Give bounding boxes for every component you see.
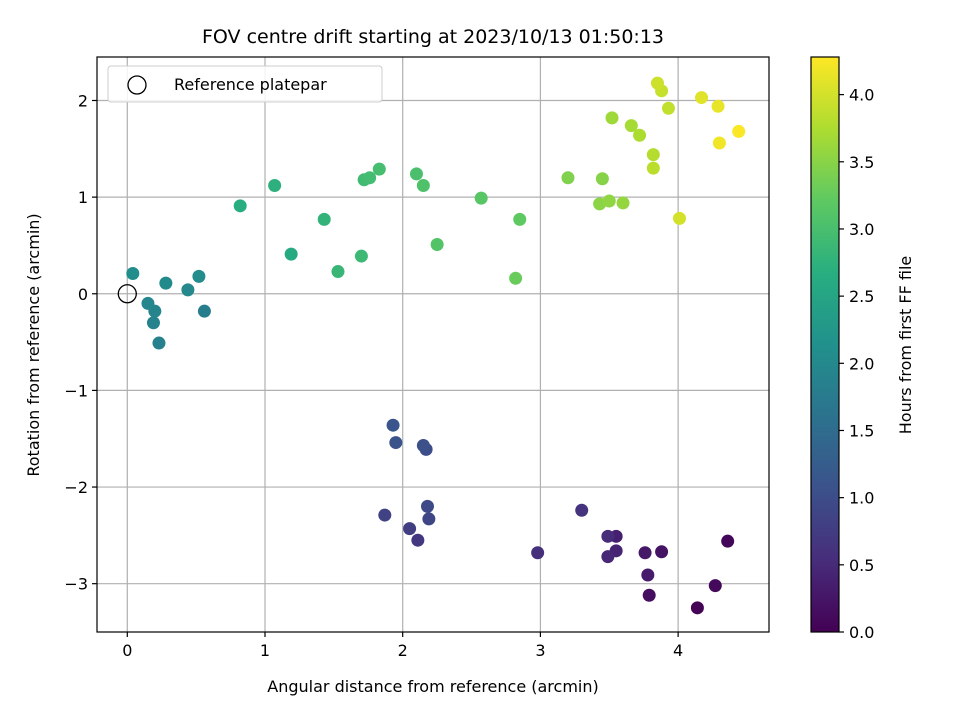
data-point	[616, 196, 630, 210]
data-point	[284, 247, 298, 261]
data-point	[601, 529, 615, 543]
y-tick-label: 0	[78, 285, 88, 304]
data-point	[181, 283, 195, 297]
data-point	[646, 161, 660, 175]
colorbar-frame	[810, 56, 840, 633]
data-point	[372, 162, 386, 176]
data-point	[422, 512, 436, 526]
colorbar-tick-label: 3.0	[849, 220, 874, 239]
data-point	[354, 249, 368, 263]
data-point	[646, 148, 660, 162]
colorbar-ticks: 0.0 0.5 1.0 1.5 2.0 2.5 3.0 3.5 4.0	[839, 86, 874, 642]
grid-lines	[97, 57, 769, 632]
data-point	[386, 418, 400, 432]
y-tick-label: −2	[64, 478, 88, 497]
y-axis-label: Rotation from reference (arcmin)	[24, 213, 43, 476]
data-point	[690, 601, 704, 615]
data-point	[624, 119, 638, 133]
data-point	[711, 99, 725, 113]
data-point	[732, 124, 746, 138]
colorbar-tick-label: 1.5	[849, 421, 874, 440]
colorbar-tick-label: 3.5	[849, 153, 874, 172]
y-axis-ticks: −3 −2 −1 0 1 2	[64, 91, 97, 594]
colorbar-gradient	[811, 57, 839, 632]
data-point	[712, 136, 726, 150]
data-point	[126, 266, 140, 280]
colorbar-tick-label: 0.5	[849, 556, 874, 575]
data-point	[602, 194, 616, 208]
colorbar: 0.0 0.5 1.0 1.5 2.0 2.5 3.0 3.5 4.0 Hours from f…	[810, 56, 915, 642]
data-point	[661, 101, 675, 115]
x-tick-label: 4	[673, 641, 683, 660]
colorbar-tick-label: 0.0	[849, 623, 874, 642]
colorbar-tick-label: 2.5	[849, 287, 874, 306]
x-tick-label: 2	[398, 641, 408, 660]
data-point	[513, 212, 527, 226]
colorbar-label: Hours from first FF file	[896, 256, 915, 435]
data-point	[317, 212, 331, 226]
colorbar-tick-label: 1.0	[849, 489, 874, 508]
x-tick-label: 0	[122, 641, 132, 660]
data-point	[268, 179, 282, 193]
data-point	[416, 179, 430, 193]
data-point	[416, 438, 430, 452]
legend-label-reference: Reference platepar	[174, 75, 327, 94]
data-point	[605, 111, 619, 125]
data-point	[642, 588, 656, 602]
legend-marker-reference	[127, 75, 147, 95]
data-points	[117, 76, 746, 615]
y-tick-label: −1	[64, 381, 88, 400]
data-point	[192, 269, 206, 283]
y-tick-label: −3	[64, 575, 88, 594]
data-point	[638, 546, 652, 560]
y-tick-label: 1	[78, 188, 88, 207]
data-point	[641, 568, 655, 582]
data-point	[409, 167, 423, 181]
colorbar-tick-label: 4.0	[849, 86, 874, 105]
data-point	[474, 191, 488, 205]
data-point	[389, 436, 403, 450]
data-point	[363, 171, 377, 185]
data-point	[655, 545, 669, 559]
x-axis-ticks: 0 1 2 3 4	[122, 632, 683, 660]
data-point	[650, 76, 664, 90]
y-tick-label: 2	[78, 91, 88, 110]
data-point	[708, 579, 722, 593]
data-point	[159, 276, 173, 290]
data-point	[331, 265, 345, 279]
data-point	[595, 172, 609, 186]
data-point	[152, 336, 166, 350]
data-point	[411, 533, 425, 547]
data-point	[672, 211, 686, 225]
data-point	[531, 546, 545, 560]
data-point	[575, 503, 589, 517]
data-point	[146, 316, 160, 330]
x-axis-label: Angular distance from reference (arcmin)	[267, 677, 598, 696]
data-point	[430, 237, 444, 251]
data-point	[378, 508, 392, 522]
data-point	[197, 304, 211, 318]
x-tick-label: 3	[535, 641, 545, 660]
x-tick-label: 1	[260, 641, 270, 660]
chart-title: FOV centre drift starting at 2023/10/13 …	[202, 26, 664, 48]
data-point	[633, 128, 647, 142]
data-point	[695, 91, 709, 105]
legend: Reference platepar	[107, 65, 383, 103]
data-point	[420, 499, 434, 513]
data-point	[233, 199, 247, 213]
data-point	[509, 271, 523, 285]
colorbar-tick-label: 2.0	[849, 354, 874, 373]
plot-frame	[96, 56, 770, 633]
data-point	[601, 550, 615, 564]
reference-platepar-marker	[117, 284, 137, 304]
data-point	[561, 171, 575, 185]
data-point	[141, 296, 155, 310]
data-point	[403, 522, 417, 536]
data-point	[721, 534, 735, 548]
legend-box	[107, 65, 383, 103]
